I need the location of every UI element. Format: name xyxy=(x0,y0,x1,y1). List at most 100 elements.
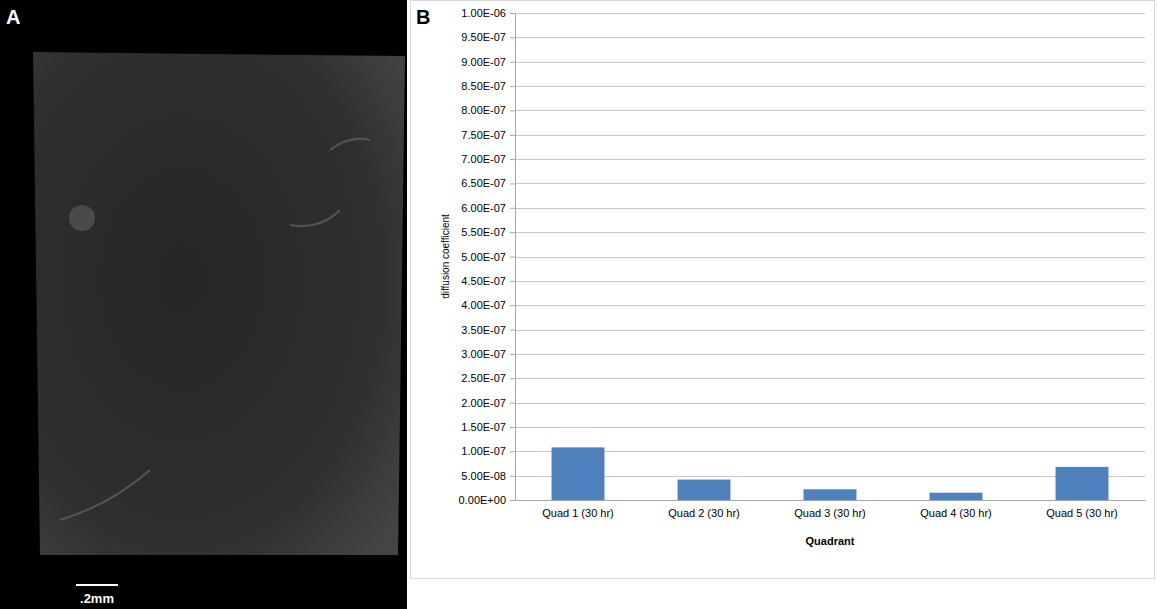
grid-line xyxy=(515,378,1145,379)
y-tick-mark xyxy=(510,159,515,160)
grid-line xyxy=(515,232,1145,233)
y-tick-mark xyxy=(510,305,515,306)
grid-line xyxy=(515,37,1145,38)
y-tick-label: 8.00E-07 xyxy=(461,104,506,116)
grid-line xyxy=(515,451,1145,452)
bar xyxy=(1056,467,1109,500)
y-tick-mark xyxy=(510,135,515,136)
y-tick-label: 3.00E-07 xyxy=(461,348,506,360)
y-tick-label: 6.00E-07 xyxy=(461,202,506,214)
y-tick-label: 0.00E+00 xyxy=(459,494,506,506)
y-tick: 4.50E-07 xyxy=(461,275,515,287)
y-tick-label: 5.00E-07 xyxy=(461,251,506,263)
y-tick-label: 5.50E-07 xyxy=(461,226,506,238)
y-tick-label: 6.50E-07 xyxy=(461,177,506,189)
y-tick-label: 1.50E-07 xyxy=(461,421,506,433)
y-tick: 7.00E-07 xyxy=(461,153,515,165)
y-tick-mark xyxy=(510,500,515,501)
grid-line xyxy=(515,110,1145,111)
y-tick-mark xyxy=(510,354,515,355)
y-tick: 1.50E-07 xyxy=(461,421,515,433)
x-tick: Quad 3 (30 hr) xyxy=(794,507,866,519)
y-tick: 0.00E+00 xyxy=(459,494,515,506)
x-tick-label: Quad 5 (30 hr) xyxy=(1046,507,1118,519)
grid-line xyxy=(515,330,1145,331)
y-tick-mark xyxy=(510,451,515,452)
y-tick-mark xyxy=(510,86,515,87)
grid-line xyxy=(515,257,1145,258)
grid-line xyxy=(515,427,1145,428)
bar xyxy=(804,489,857,500)
y-tick: 3.50E-07 xyxy=(461,324,515,336)
grid-line xyxy=(515,13,1145,14)
grid xyxy=(515,14,1145,501)
y-tick-label: 1.00E-07 xyxy=(461,445,506,457)
figure: .2mmAB0.00E+005.00E-081.00E-071.50E-072.… xyxy=(0,0,1157,609)
y-tick-mark xyxy=(510,110,515,111)
y-tick: 7.50E-07 xyxy=(461,129,515,141)
y-tick: 8.00E-07 xyxy=(461,104,515,116)
y-tick-label: 3.50E-07 xyxy=(461,324,506,336)
bar xyxy=(678,480,731,500)
y-tick-label: 1.00E-06 xyxy=(461,7,506,19)
grid-line xyxy=(515,354,1145,355)
y-tick: 4.00E-07 xyxy=(461,299,515,311)
y-axis: 0.00E+00 5.00E-08 1.00E-07 1.50E-07 2.00E-07… xyxy=(459,7,516,506)
panel-label: B xyxy=(416,6,430,28)
x-axis-line xyxy=(516,500,1146,501)
grid-line xyxy=(515,476,1145,477)
y-tick: 3.00E-07 xyxy=(461,348,515,360)
x-tick-label: Quad 1 (30 hr) xyxy=(542,507,614,519)
x-tick: Quad 2 (30 hr) xyxy=(668,507,740,519)
y-tick: 2.50E-07 xyxy=(461,372,515,384)
y-tick-label: 9.50E-07 xyxy=(461,31,506,43)
y-axis-title: diffusion coefficient xyxy=(440,214,451,299)
y-tick: 5.50E-07 xyxy=(461,226,515,238)
y-axis-line xyxy=(510,14,516,501)
y-tick: 6.00E-07 xyxy=(461,202,515,214)
y-tick: 8.50E-07 xyxy=(461,80,515,92)
grid-line xyxy=(515,135,1145,136)
y-tick-label: 2.00E-07 xyxy=(461,397,506,409)
y-tick-mark xyxy=(510,232,515,233)
y-tick: 5.00E-07 xyxy=(461,251,515,263)
grid-line xyxy=(515,86,1145,87)
y-tick-mark xyxy=(510,62,515,63)
bars xyxy=(552,447,1109,500)
y-tick-mark xyxy=(510,403,515,404)
y-tick-mark xyxy=(510,476,515,477)
y-tick-mark xyxy=(510,13,515,14)
y-tick-mark xyxy=(510,330,515,331)
scale-bar xyxy=(76,584,118,586)
y-tick-mark xyxy=(510,37,515,38)
y-tick-mark xyxy=(510,281,515,282)
y-tick-label: 2.50E-07 xyxy=(461,372,506,384)
y-tick-label: 5.00E-08 xyxy=(461,470,506,482)
y-tick-label: 4.50E-07 xyxy=(461,275,506,287)
y-tick-mark xyxy=(510,378,515,379)
grid-line xyxy=(515,62,1145,63)
x-axis: Quad 1 (30 hr) Quad 2 (30 hr) Quad 3 (30 h… xyxy=(516,501,1146,519)
y-tick: 6.50E-07 xyxy=(461,177,515,189)
y-tick: 5.00E-08 xyxy=(461,470,515,482)
x-tick-label: Quad 2 (30 hr) xyxy=(668,507,740,519)
y-tick-mark xyxy=(510,257,515,258)
x-tick-label: Quad 4 (30 hr) xyxy=(920,507,992,519)
bar xyxy=(552,447,605,500)
x-tick: Quad 4 (30 hr) xyxy=(920,507,992,519)
grid-line xyxy=(515,183,1145,184)
y-tick-label: 9.00E-07 xyxy=(461,56,506,68)
micrograph-feature xyxy=(60,139,370,520)
y-tick-label: 4.00E-07 xyxy=(461,299,506,311)
x-axis-title: Quadrant xyxy=(806,535,855,547)
grid-line xyxy=(515,159,1145,160)
y-tick: 2.00E-07 xyxy=(461,397,515,409)
image-panel-background xyxy=(0,0,407,609)
y-tick-label: 8.50E-07 xyxy=(461,80,506,92)
grid-line xyxy=(515,403,1145,404)
chart-frame xyxy=(411,1,1155,579)
grid-line xyxy=(515,208,1145,209)
y-tick-label: 7.00E-07 xyxy=(461,153,506,165)
y-tick: 1.00E-07 xyxy=(461,445,515,457)
grid-line xyxy=(515,281,1145,282)
